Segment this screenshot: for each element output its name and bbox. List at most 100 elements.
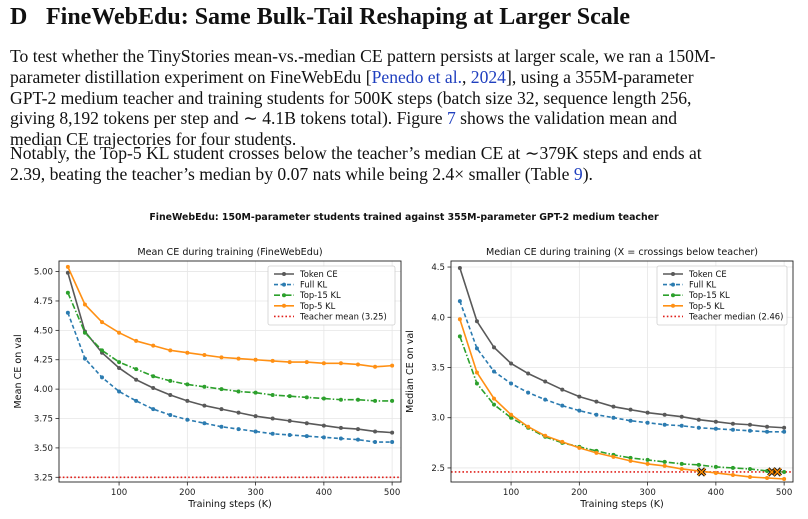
data-point-token-ce (321, 423, 326, 428)
data-point-token-ce (747, 422, 752, 427)
data-point-token-ce (253, 414, 258, 419)
data-point-token-ce (355, 427, 360, 432)
legend-box (267, 265, 396, 326)
data-point-top-15-kl (679, 461, 684, 466)
data-point-token-ce (338, 425, 343, 430)
series-line-top-15-kl (459, 336, 785, 473)
data-point-top-15-kl (390, 398, 395, 403)
citation-year-link[interactable]: 2024 (470, 66, 506, 87)
paragraph-2: Notably, the Top-5 KL student crosses be… (10, 143, 802, 185)
y-tick-label: 4.25 (34, 356, 53, 366)
data-point-token-ce (577, 394, 582, 399)
data-point-full-kl (253, 429, 258, 434)
data-point-top-5-kl (474, 370, 479, 375)
legend-label: Full KL (689, 280, 716, 290)
x-tick-label: 300 (247, 488, 263, 498)
x-tick-label: 200 (571, 488, 587, 498)
data-point-top-5-kl (65, 264, 70, 269)
data-point-top-15-kl (628, 455, 633, 460)
y-axis-label: Median CE on val (405, 330, 416, 413)
data-point-top-5-kl (185, 350, 190, 355)
data-point-top-5-kl (304, 360, 309, 365)
data-point-token-ce (287, 418, 292, 423)
data-point-full-kl (134, 398, 139, 403)
plot-area (59, 264, 401, 479)
data-point-top-5-kl (202, 353, 207, 358)
citation-author-link[interactable]: Penedo et al. (371, 66, 462, 87)
paragraph-1-line-2: parameter distillation experiment on Fin… (10, 67, 802, 88)
data-point-top-5-kl (168, 348, 173, 353)
data-point-top-15-kl (117, 360, 122, 365)
legend-marker (282, 282, 286, 287)
y-axis-label: Mean CE on val (13, 334, 24, 408)
data-point-top-15-kl (304, 395, 309, 400)
data-point-full-kl (304, 434, 309, 439)
data-point-top-15-kl (236, 389, 241, 394)
data-point-top-15-kl (185, 382, 190, 387)
data-point-full-kl (662, 422, 667, 427)
section-title: FineWebEdu: Same Bulk-Tail Reshaping at … (46, 4, 631, 30)
plot-frame (58, 260, 402, 483)
data-point-top-5-kl (219, 355, 224, 360)
data-point-top-5-kl (628, 458, 633, 463)
y-tick-label: 2.5 (431, 464, 445, 474)
x-tick-label: 500 (384, 488, 400, 498)
data-point-token-ce (304, 421, 309, 426)
data-point-full-kl (185, 417, 190, 422)
x-tick-label: 300 (639, 488, 655, 498)
data-point-full-kl (730, 427, 735, 432)
data-point-token-ce (474, 319, 479, 324)
data-point-top-5-kl (338, 361, 343, 366)
data-point-token-ce (662, 412, 667, 417)
paragraph-1-line-5: median CE trajectories for four students… (10, 129, 297, 150)
data-point-top-5-kl (492, 396, 497, 401)
data-point-full-kl (236, 427, 241, 432)
figure-reference-link[interactable]: 7 (446, 108, 456, 129)
crossing-marker (696, 467, 707, 477)
data-point-top-5-kl (577, 445, 582, 450)
data-point-top-5-kl (509, 412, 514, 417)
data-point-token-ce (645, 410, 650, 415)
data-point-full-kl (577, 408, 582, 413)
legend-marker (282, 303, 286, 308)
paragraph-1-line-4: giving 8,192 tokens per step and ∼ 4.1B … (10, 108, 802, 129)
data-point-top-5-kl (611, 454, 616, 459)
data-point-full-kl (526, 390, 531, 395)
table-reference-link[interactable]: 9 (573, 163, 583, 184)
paragraph-1: To test whether the TinyStories mean-vs.… (10, 46, 802, 150)
data-point-top-15-kl (747, 466, 752, 471)
data-point-top-15-kl (100, 348, 105, 353)
data-point-full-kl (390, 440, 395, 445)
data-point-top-15-kl (202, 384, 207, 389)
data-point-top-15-kl (457, 334, 462, 339)
data-point-top-15-kl (253, 390, 258, 395)
data-point-token-ce (543, 379, 548, 384)
crossing-marker-x (697, 467, 706, 477)
legend-label: Full KL (300, 280, 327, 290)
series-line-full-kl (459, 300, 785, 433)
text-run: 2.39, beating the teacher’s median by 0.… (10, 163, 574, 184)
data-point-top-15-kl (730, 465, 735, 470)
data-point-top-5-kl (730, 472, 735, 477)
data-point-top-5-kl (457, 317, 462, 322)
data-point-top-5-kl (390, 363, 395, 368)
data-point-top-5-kl (662, 463, 667, 468)
data-point-token-ce (782, 425, 787, 430)
legend-label: Teacher mean (3.25) (299, 311, 387, 321)
data-point-top-15-kl (474, 381, 479, 386)
data-point-full-kl (65, 310, 70, 315)
data-point-token-ce (509, 361, 514, 366)
data-point-token-ce (168, 393, 173, 398)
data-point-token-ce (611, 404, 616, 409)
y-tick-label: 3.50 (34, 444, 53, 454)
data-point-full-kl (594, 412, 599, 417)
data-point-top-5-kl (543, 433, 548, 438)
data-point-full-kl (338, 436, 343, 441)
data-point-full-kl (457, 299, 462, 304)
legend-label: Top-15 KL (688, 290, 730, 300)
data-point-top-15-kl (355, 397, 360, 402)
data-point-full-kl (287, 432, 292, 437)
legend-marker (282, 293, 286, 298)
data-point-top-5-kl (287, 360, 292, 365)
